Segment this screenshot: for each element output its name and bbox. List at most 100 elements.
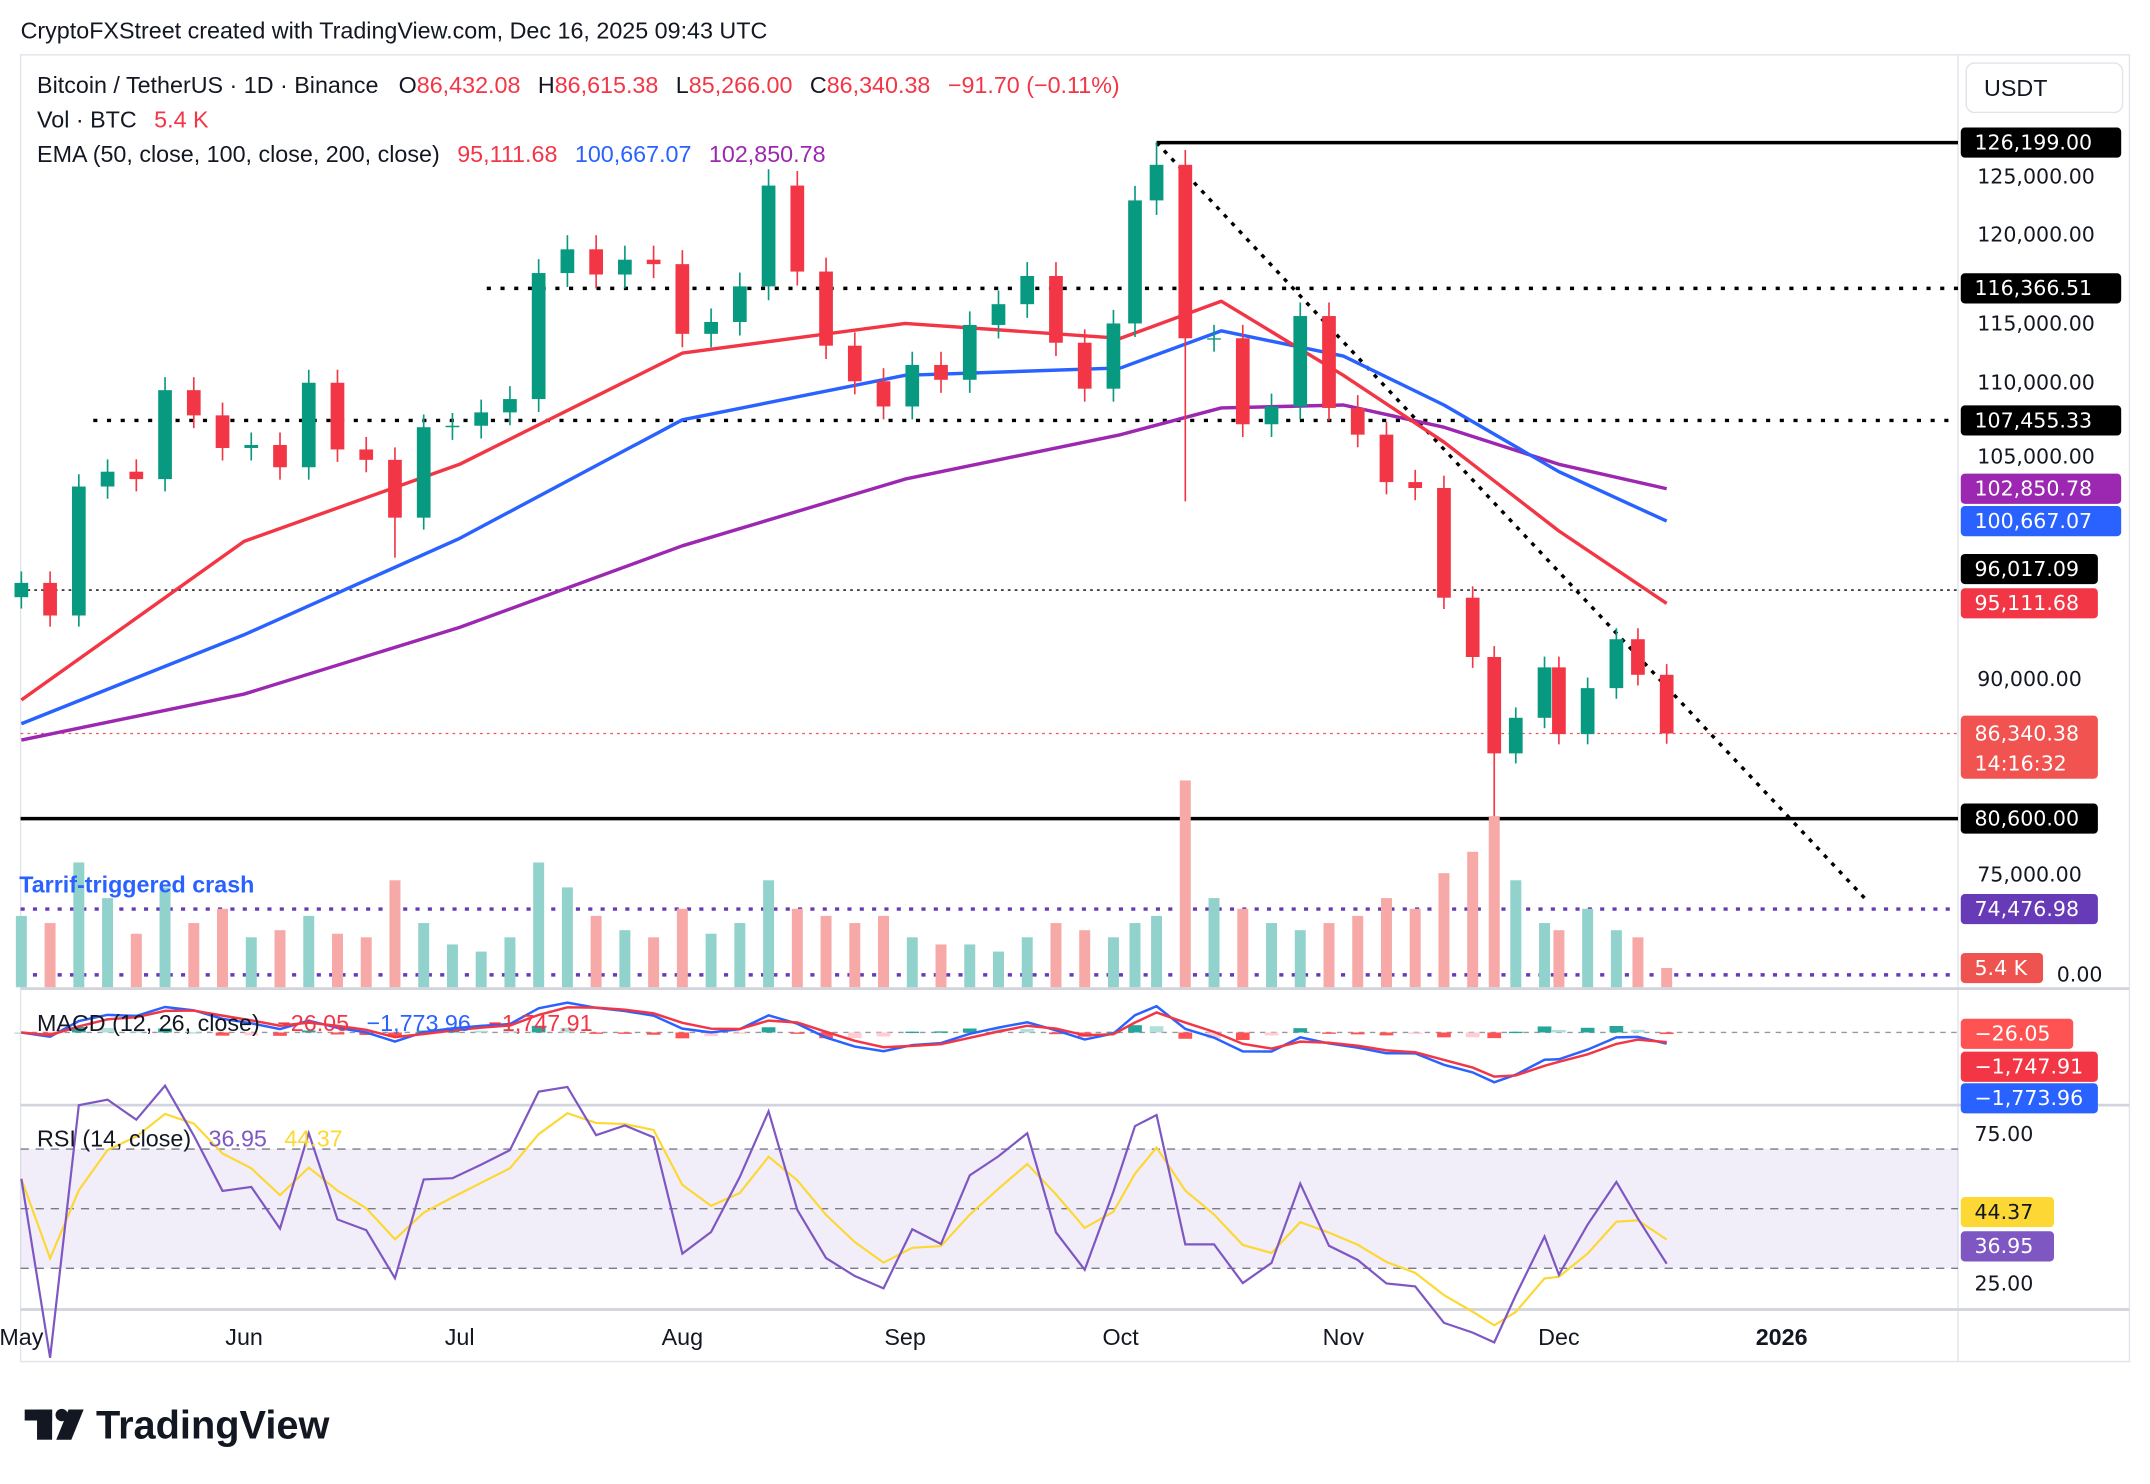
candle-body: [646, 259, 661, 265]
candle: [1537, 656, 1552, 729]
time-axis-label[interactable]: Aug: [662, 1324, 703, 1350]
volume-bar: [676, 908, 688, 988]
macd-histogram-bar: [43, 1032, 57, 1035]
volume-bar: [1151, 915, 1163, 988]
badge-background: [1960, 405, 2122, 436]
downtrend-line[interactable]: [1155, 141, 1870, 903]
currency-button[interactable]: [1965, 62, 2124, 114]
candle-body: [560, 249, 575, 274]
candle: [560, 235, 575, 287]
candle-body: [1537, 667, 1552, 718]
badge-background: [1960, 588, 2098, 619]
currency-label: USDT: [1984, 75, 2047, 101]
macd-histogram-bar: [301, 1030, 316, 1033]
candle-body: [1207, 338, 1221, 340]
macd-histogram-bar: [761, 1027, 776, 1033]
macd-histogram-bar: [618, 1032, 632, 1034]
candle: [732, 272, 747, 336]
time-axis-label[interactable]: Sep: [884, 1324, 925, 1350]
candle-body: [1580, 688, 1595, 735]
time-axis-label[interactable]: Oct: [1103, 1324, 1140, 1350]
candle-body: [301, 382, 316, 468]
candle: [1106, 309, 1121, 402]
volume-bar: [705, 933, 717, 988]
volume-bar: [1553, 930, 1565, 988]
macd-label[interactable]: MACD (12, 26, close): [37, 1010, 260, 1036]
candle-body: [1106, 323, 1121, 389]
ema50-line: [20, 299, 1668, 702]
time-axis-label[interactable]: Dec: [1538, 1324, 1580, 1350]
macd-histogram-bar: [732, 1032, 747, 1034]
ema200-line: [21, 403, 1668, 742]
macd-pane[interactable]: [14, 1001, 1959, 1084]
tradingview-logo[interactable]: TradingView: [24, 1403, 330, 1447]
candle-body: [847, 345, 862, 382]
badge-label: −1,773.96: [1974, 1086, 2083, 1110]
candle: [761, 169, 776, 301]
candle: [1049, 262, 1063, 357]
badge-label: 107,455.33: [1974, 408, 2092, 432]
rsi-ma-value: 44.37: [284, 1125, 342, 1151]
macd-legend: MACD (12, 26, close) −26.05 −1,773.96 −1…: [37, 1010, 593, 1036]
ema-label[interactable]: EMA (50, close, 100, close, 200, close): [37, 141, 440, 167]
candle: [962, 311, 977, 393]
macd-histogram-bar: [1149, 1026, 1164, 1033]
candle: [215, 402, 230, 461]
candle: [445, 413, 460, 440]
time-axis-label[interactable]: Nov: [1323, 1324, 1365, 1350]
price-axis-tick: 75,000.00: [1977, 863, 2082, 887]
rsi-label[interactable]: RSI (14, close): [37, 1125, 191, 1151]
macd-histogram-bar: [1508, 1031, 1523, 1034]
price-axis-tick: 115,000.00: [1977, 311, 2095, 335]
macd-histogram-bar: [1264, 1032, 1279, 1036]
time-axis-label[interactable]: May: [0, 1324, 44, 1350]
macd-histogram-bar: [129, 1031, 144, 1033]
volume-bar: [1539, 923, 1551, 988]
macd-histogram-bar: [1408, 1032, 1423, 1034]
badge-background: [1960, 506, 2122, 537]
candle: [675, 250, 690, 348]
badge-label: 36.95: [1974, 1234, 2033, 1258]
macd-histogram-bar: [1235, 1032, 1250, 1040]
volume-bar: [1237, 908, 1249, 988]
price-badge-res1: 116,366.51: [1960, 273, 2122, 304]
macd-histogram-bar: [1207, 1032, 1221, 1039]
time-axis-label[interactable]: 2026: [1756, 1324, 1808, 1350]
candle: [646, 245, 661, 279]
macd-histogram-bar: [1128, 1025, 1142, 1033]
candle: [589, 235, 603, 289]
price-badge-ath: 126,199.00: [1960, 127, 2122, 158]
candle: [129, 459, 144, 492]
macd-histogram-bar: [158, 1028, 172, 1033]
volume-bar: [1510, 880, 1522, 988]
volume-label[interactable]: Vol · BTC: [37, 107, 137, 133]
candle-body: [244, 445, 259, 448]
candle: [1580, 677, 1595, 745]
candle: [503, 386, 517, 426]
candle: [474, 399, 489, 439]
candle-body: [359, 449, 374, 460]
time-axis-label[interactable]: Jul: [445, 1324, 475, 1350]
candle: [14, 571, 29, 609]
candle-body: [1631, 639, 1645, 675]
volume-bar: [1352, 915, 1364, 988]
volume-bar: [1179, 780, 1191, 988]
candle: [1552, 656, 1566, 745]
badge-label: 100,667.07: [1974, 509, 2092, 533]
macd-histogram-bar: [1580, 1027, 1595, 1033]
price-badges: 126,199.00 116,366.51 107,455.33 102,850.78…: [1960, 127, 2122, 1262]
candle: [1487, 646, 1502, 819]
macd-histogram-bar: [1049, 1032, 1063, 1035]
price-pane[interactable]: [14, 140, 1959, 977]
candle-body: [100, 471, 115, 487]
rsi-pane[interactable]: [20, 1083, 1959, 1358]
time-axis-label[interactable]: Jun: [225, 1324, 263, 1350]
symbol-name[interactable]: Bitcoin / TetherUS · 1D · Binance: [37, 72, 378, 98]
volume-bar: [44, 923, 56, 988]
candle: [1235, 324, 1250, 437]
price-axis[interactable]: USDT 125,000.00 120,000.00 115,000.00 110,0…: [1965, 62, 2124, 1295]
time-axis[interactable]: May Jun Jul Aug Sep Oct Nov Dec 2026: [0, 1324, 1808, 1350]
candle-body: [1049, 276, 1063, 343]
macd-histogram-bar: [1487, 1032, 1502, 1039]
